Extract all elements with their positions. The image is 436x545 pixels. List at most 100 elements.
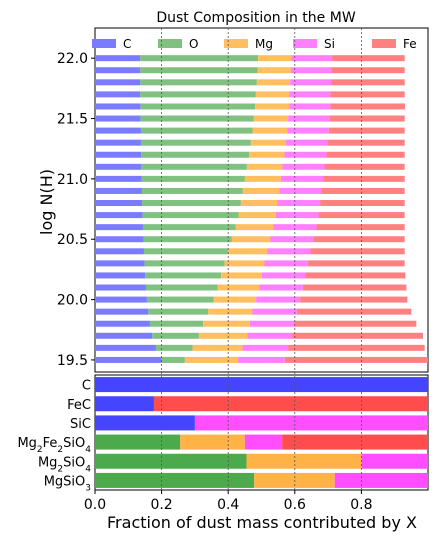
bar-fe-8 xyxy=(326,151,405,158)
bar-mg-9 xyxy=(246,163,283,170)
legend-swatch-si xyxy=(293,39,317,48)
bar-si-0 xyxy=(291,55,333,62)
bar-c-9 xyxy=(95,163,142,170)
bar-mg-0 xyxy=(258,55,292,62)
bar-o-6 xyxy=(140,127,253,134)
bar-fe-2 xyxy=(331,79,405,86)
bar-c-18 xyxy=(95,272,146,279)
bar-c-0 xyxy=(95,55,141,62)
bar-fe-24 xyxy=(288,344,425,351)
mineral-bar-mg2sio4-mg xyxy=(246,453,362,469)
bar-c-12 xyxy=(95,200,143,207)
bar-c-24 xyxy=(95,344,156,351)
bar-o-21 xyxy=(148,308,209,315)
bar-o-18 xyxy=(145,272,222,279)
bar-mg-22 xyxy=(203,320,250,327)
mineral-bar-mg2sio4-o xyxy=(95,453,247,469)
bar-si-11 xyxy=(279,187,322,194)
bar-si-2 xyxy=(290,79,332,86)
bar-mg-23 xyxy=(198,332,248,339)
bar-c-22 xyxy=(95,320,150,327)
bar-si-18 xyxy=(261,272,306,279)
bar-o-14 xyxy=(142,224,236,231)
mineral-bar-c-c xyxy=(95,377,428,393)
bar-si-8 xyxy=(284,151,327,158)
bar-si-22 xyxy=(249,320,295,327)
bar-mg-8 xyxy=(249,151,285,158)
bar-c-23 xyxy=(95,332,153,339)
mineral-bar-fec-fe xyxy=(153,396,429,412)
bar-c-21 xyxy=(95,308,149,315)
bar-o-22 xyxy=(149,320,204,327)
x-tick-label-2: 0.4 xyxy=(217,497,239,513)
bar-c-4 xyxy=(95,103,141,110)
bar-o-9 xyxy=(141,163,247,170)
category-label-mg2sio4: Mg2SiO4 xyxy=(38,455,91,474)
bar-o-8 xyxy=(141,151,250,158)
bar-si-9 xyxy=(282,163,325,170)
bar-si-1 xyxy=(290,67,332,74)
bar-si-21 xyxy=(252,308,297,315)
bar-o-13 xyxy=(142,212,239,219)
y-tick-label-4: 20.0 xyxy=(57,293,88,309)
bar-fe-22 xyxy=(294,320,417,327)
mineral-bar-mg2fe2sio4-o xyxy=(95,434,181,450)
bar-mg-25 xyxy=(184,356,239,363)
bar-mg-3 xyxy=(255,91,290,98)
bar-fe-10 xyxy=(323,175,405,182)
bar-fe-21 xyxy=(296,308,412,315)
x-tick-label-0: 0.0 xyxy=(84,497,106,513)
bar-fe-11 xyxy=(321,187,405,194)
y-tick-label-1: 21.5 xyxy=(57,112,88,128)
bar-o-3 xyxy=(140,91,256,98)
bar-mg-4 xyxy=(255,103,290,110)
bar-mg-2 xyxy=(256,79,291,86)
bar-fe-5 xyxy=(329,115,405,122)
bar-fe-18 xyxy=(305,272,406,279)
bar-fe-17 xyxy=(307,260,405,267)
bar-c-1 xyxy=(95,67,141,74)
x-tick-label-1: 0.2 xyxy=(150,497,172,513)
bar-si-24 xyxy=(242,344,289,351)
bar-si-5 xyxy=(288,115,330,122)
bar-c-6 xyxy=(95,127,141,134)
bar-mg-15 xyxy=(231,236,271,243)
bar-c-8 xyxy=(95,151,142,158)
bar-fe-3 xyxy=(330,91,405,98)
bar-si-19 xyxy=(259,284,303,291)
bar-fe-7 xyxy=(327,139,405,146)
legend-label-fe: Fe xyxy=(403,37,417,51)
bar-o-20 xyxy=(146,296,214,303)
mineral-bar-mg2fe2sio4-mg xyxy=(180,434,245,450)
bar-mg-11 xyxy=(242,187,280,194)
legend-label-o: O xyxy=(189,37,198,51)
category-label-c: C xyxy=(82,379,91,394)
bar-o-12 xyxy=(142,200,241,207)
bar-o-2 xyxy=(140,79,257,86)
bar-si-15 xyxy=(270,236,314,243)
mineral-bar-fec-c xyxy=(95,396,154,412)
bar-o-15 xyxy=(143,236,232,243)
bar-o-4 xyxy=(140,103,256,110)
bar-si-14 xyxy=(273,224,317,231)
mineral-bar-mg2fe2sio4-si xyxy=(244,434,283,450)
chart-title: Dust Composition in the MW xyxy=(156,10,355,26)
bar-mg-18 xyxy=(221,272,262,279)
bar-mg-14 xyxy=(235,224,274,231)
y-axis-label: log N(H) xyxy=(37,169,56,235)
bar-c-13 xyxy=(95,212,143,219)
bar-si-25 xyxy=(238,356,285,363)
bar-fe-20 xyxy=(300,296,408,303)
bar-mg-24 xyxy=(192,344,243,351)
x-tick-label-3: 0.6 xyxy=(284,497,306,513)
bar-o-19 xyxy=(145,284,218,291)
bar-c-7 xyxy=(95,139,141,146)
bar-mg-6 xyxy=(252,127,288,134)
mineral-bar-mgsio3-o xyxy=(95,472,255,488)
legend-label-mg: Mg xyxy=(255,37,273,51)
bar-o-24 xyxy=(155,344,193,351)
category-label-mgsio3: MgSiO3 xyxy=(44,474,91,493)
bar-mg-10 xyxy=(244,175,281,182)
bar-si-10 xyxy=(280,175,324,182)
bar-si-20 xyxy=(256,296,301,303)
